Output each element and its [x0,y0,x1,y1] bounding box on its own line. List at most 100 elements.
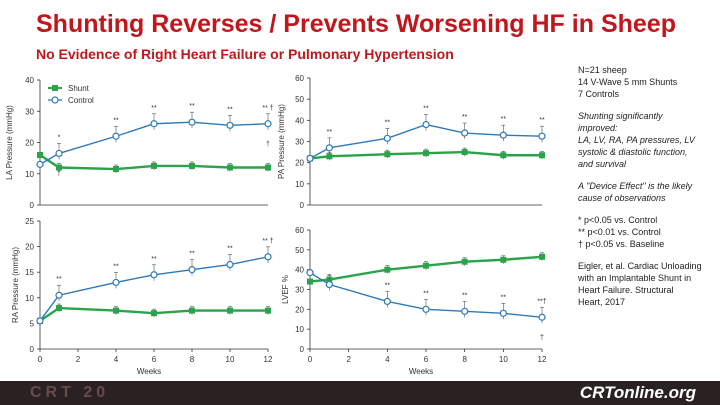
legend-marker-control [51,96,59,104]
study-line: N=21 sheep [578,65,627,75]
y-tick-label: 10 [295,180,304,189]
y-axis-label: RA Pressure (mmHg) [11,247,20,323]
control-point [150,120,158,128]
citation-line: with an Implantable Shunt in [578,273,692,283]
control-point [383,297,391,305]
significance-marker: **† [537,298,546,305]
x-axis-label: Weeks [137,367,161,376]
control-point [55,149,63,158]
x-tick-label: 8 [190,355,195,364]
control-point [499,309,507,317]
significance-marker: ** [539,117,545,124]
crtonline-logo[interactable]: CRTonline.org [579,383,696,402]
shunt-point [384,151,391,158]
significance-marker: ** [151,256,157,263]
improvement-line: Shunting significantly [578,111,663,121]
y-tick-label: 60 [295,226,304,235]
control-point [55,291,63,299]
chart-panel-3: 0 5 10 15 20 25 0 2 4 6 8 10 12 RA Pressure (mmHg) Wee… [11,217,274,376]
chart-panel-2: 0 10 20 30 40 50 60 PA Pressure (mmHg) ** ** ** ** *… [277,74,546,210]
y-tick-label: 40 [295,266,304,275]
shunt-point [56,164,62,171]
significance-marker: ** [423,106,429,113]
shunt-point [500,256,507,263]
significance-marker: † [540,334,544,341]
y-tick-label: 10 [295,325,304,334]
shunt-point [265,307,271,314]
control-point [188,118,196,126]
control-point [112,278,120,287]
legend-marker-shunt [52,85,58,91]
control-point [325,280,333,289]
control-point [538,313,546,321]
footer-bar: CRT 20 CRTonline.org [0,381,720,405]
shunt-point [265,164,271,171]
y-tick-label: 20 [295,305,304,314]
y-tick-label: 10 [25,170,34,179]
control-point [383,134,391,142]
control-point [188,266,196,274]
slide-subtitle: No Evidence of Right Heart Failure or Pu… [36,46,454,62]
shunt-point [151,162,157,169]
control-point [461,307,469,315]
improvement-line: systolic & diastolic function, [578,147,688,157]
y-tick-label: 40 [295,116,304,125]
significance-marker: * [58,134,61,141]
x-tick-label: 10 [226,355,235,364]
shunt-point [189,162,195,169]
shunt-point [37,152,43,158]
citation: Eigler, et al. Cardiac Unloading with an… [578,260,718,308]
significance-marker: ** [501,294,507,301]
significance-marker: ** [56,276,62,283]
control-point [226,121,234,129]
shunt-point [56,305,62,312]
control-point [422,305,430,313]
significance-marker: † [266,141,270,148]
y-axis-label: PA Pressure (mmHg) [277,104,286,179]
chart-panel-4: 0 10 20 30 40 50 60 0 2 4 6 8 10 12 LVEF % Weeks ** ** ** *… [281,226,547,376]
control-point [422,120,430,129]
control-point [461,129,469,137]
y-tick-label: 30 [295,286,304,295]
significance-marker: ** [151,105,157,112]
shunt-point [384,266,391,273]
significance-marker: ** [327,129,333,136]
x-tick-label: 10 [499,355,508,364]
x-tick-label: 2 [76,355,81,364]
y-tick-label: 0 [30,201,35,210]
control-point [325,144,333,152]
significance-marker: ** [385,119,391,126]
x-tick-label: 2 [346,355,351,364]
y-tick-label: 20 [25,139,34,148]
control-point [306,154,314,163]
slide-title: Shunting Reverses / Prevents Worsening H… [36,10,676,38]
significance-marker: ** [227,246,233,253]
y-tick-label: 15 [25,268,34,277]
y-tick-label: 20 [25,243,34,252]
shunt-point [113,166,119,173]
device-effect-line: A "Device Effect" is the likely [578,181,693,191]
x-tick-label: 0 [308,355,313,364]
shunt-point [461,149,468,156]
x-tick-label: 6 [424,355,429,364]
control-point [264,253,272,261]
improvement-note: Shunting significantly improved: LA, LV,… [578,110,718,170]
significance-marker: ** [385,282,391,289]
shunt-point [539,152,545,159]
significance-marker: ** [462,292,468,299]
significance-line: † p<0.05 vs. Baseline [578,239,665,249]
significance-legend: * p<0.05 vs. Control ** p<0.01 vs. Contr… [578,214,718,250]
significance-marker: ** [462,114,468,121]
control-point [499,131,507,139]
control-point [264,120,272,128]
y-axis-label: LVEF % [281,275,290,304]
significance-marker: ** [113,263,119,270]
improvement-line: LA, LV, RA, PA pressures, LV [578,135,695,145]
citation-line: Heart Failure. Structural [578,285,674,295]
y-tick-label: 5 [30,319,35,328]
shunt-point [423,262,429,269]
y-tick-label: 60 [295,74,304,83]
significance-marker: ** [113,117,119,124]
